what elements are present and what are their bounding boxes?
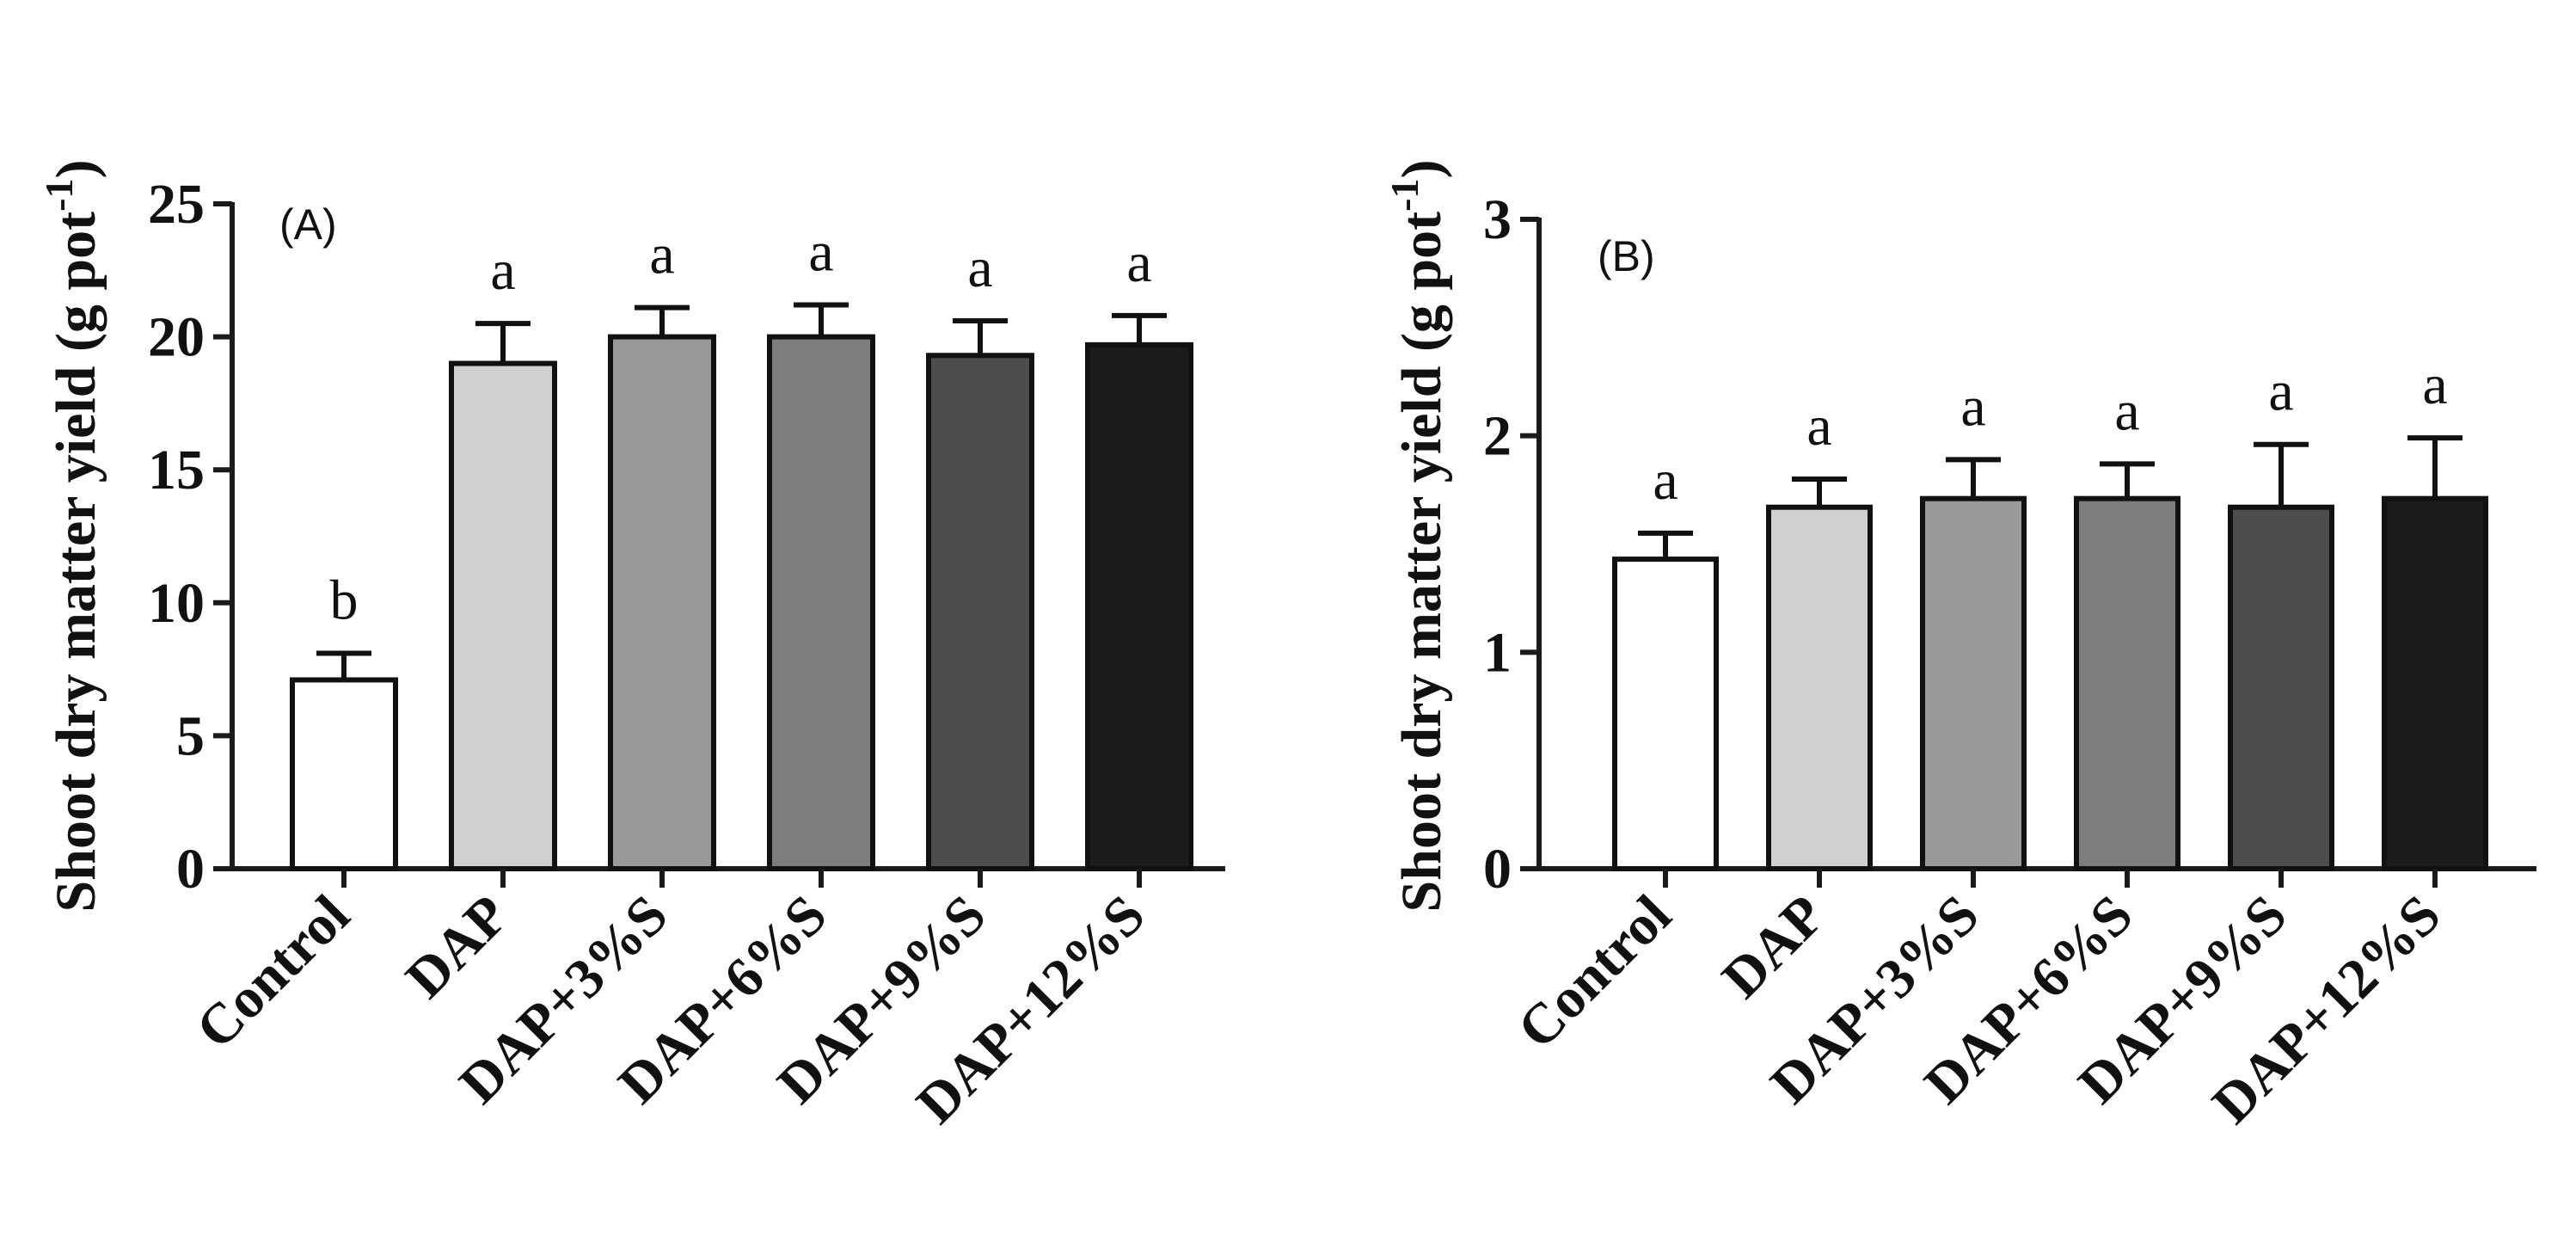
y-axis-label-close: ) <box>45 160 107 179</box>
significance-label-3: a <box>649 224 674 286</box>
significance-label-5: a <box>967 237 992 299</box>
y-tick-label: 3 <box>1483 188 1512 251</box>
significance-label-2: a <box>490 239 515 302</box>
bar-3 <box>608 334 716 872</box>
category-label-1: Control <box>1506 883 1683 1061</box>
y-axis-label-superscript: -1 <box>37 179 81 212</box>
bar-2 <box>449 360 557 871</box>
y-axis-label-text: Shoot dry matter yield (g pot <box>45 212 107 913</box>
y-axis-label-close: ) <box>1390 160 1453 179</box>
y-tick-label: 1 <box>1483 621 1512 684</box>
bar-6 <box>1085 341 1193 872</box>
panel-label: (B) <box>1598 232 1655 280</box>
y-tick-label: 20 <box>148 306 205 369</box>
bar-1 <box>1612 557 1719 871</box>
significance-label-4: a <box>808 220 833 283</box>
y-tick-label: 10 <box>148 572 205 635</box>
bar-4 <box>767 334 875 872</box>
y-axis-label-superscript: -1 <box>1383 179 1426 212</box>
significance-label-1: a <box>1653 449 1677 512</box>
y-tick-label: 5 <box>176 704 205 767</box>
panel-label: (A) <box>279 200 337 249</box>
y-axis-label: Shoot dry matter yield (g pot-1) <box>1383 160 1453 913</box>
bar-5 <box>2228 504 2334 871</box>
significance-label-5: a <box>2268 360 2293 423</box>
significance-label-6: a <box>1126 231 1151 294</box>
bar-6 <box>2382 495 2488 872</box>
significance-label-2: a <box>1806 395 1831 458</box>
significance-label-6: a <box>2422 354 2447 416</box>
significance-label-3: a <box>1960 375 1985 438</box>
bar-3 <box>1920 495 2027 872</box>
bar-5 <box>926 353 1034 871</box>
chart-panel-a: 0 5 10 15 20 25 Shoot dry matter yield (g pot-… <box>37 160 1225 1135</box>
y-tick-label: 2 <box>1483 405 1512 468</box>
bar-2 <box>1766 504 1873 871</box>
bar-4 <box>2074 495 2180 872</box>
category-label-2: DAP <box>1710 883 1837 1011</box>
y-axis-label: Shoot dry matter yield (g pot-1) <box>37 160 107 913</box>
y-axis-label-text: Shoot dry matter yield (g pot <box>1390 212 1453 913</box>
significance-label-4: a <box>2114 379 2139 442</box>
y-tick-label: 0 <box>176 838 205 901</box>
y-tick-label: 0 <box>1483 838 1512 901</box>
category-label-1: Control <box>184 883 361 1061</box>
significance-label-1: b <box>330 569 359 632</box>
category-label-2: DAP <box>394 883 521 1011</box>
y-tick-label: 15 <box>148 439 205 501</box>
chart-panel-b: 0 1 2 3 Shoot dry matter yield (g pot-1) (B) a… <box>1383 160 2536 1135</box>
y-tick-label: 25 <box>148 173 205 236</box>
bar-1 <box>290 677 398 872</box>
